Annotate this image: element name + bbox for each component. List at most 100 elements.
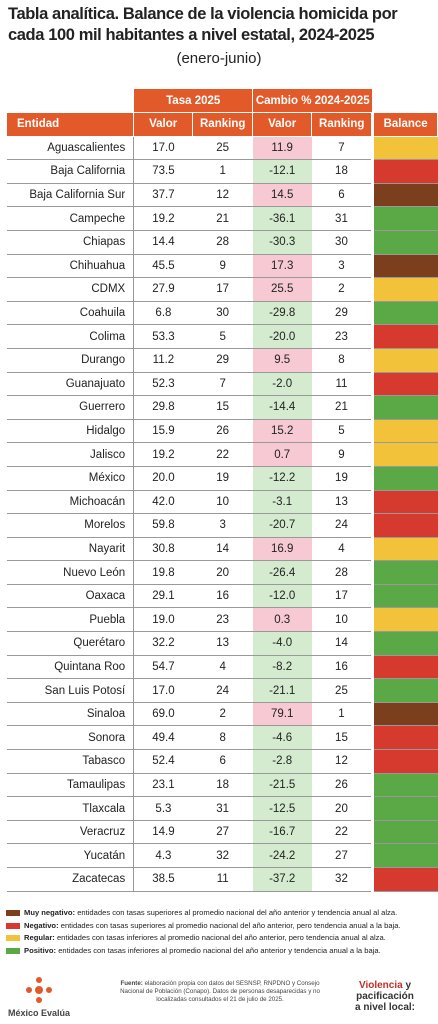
cell: 32 bbox=[311, 867, 373, 892]
cell: 27 bbox=[311, 843, 373, 868]
entity: Colima bbox=[6, 324, 135, 349]
balance-cell bbox=[371, 749, 438, 774]
cell: -14.4 bbox=[252, 395, 312, 420]
table-row: Guerrero 29.8 15 -14.4 21 bbox=[6, 395, 438, 420]
cell: -12.0 bbox=[252, 584, 312, 609]
cell: 9 bbox=[192, 254, 253, 279]
cell: -26.4 bbox=[252, 560, 312, 585]
balance-cell bbox=[371, 254, 438, 279]
table-row: Chiapas 14.4 28 -30.3 30 bbox=[6, 230, 438, 255]
legend-label: Negativo: bbox=[24, 920, 59, 930]
entity: Hidalgo bbox=[6, 419, 135, 444]
balance-cell bbox=[371, 395, 438, 420]
cell: 25 bbox=[192, 136, 253, 161]
cell: 45.5 bbox=[133, 254, 193, 279]
cell: 24 bbox=[192, 678, 253, 703]
cell: 30.8 bbox=[133, 537, 193, 562]
table-row: Guanajuato 52.3 7 -2.0 11 bbox=[6, 372, 438, 397]
cell: 30 bbox=[311, 230, 373, 255]
cell: 11.2 bbox=[133, 348, 193, 373]
cell: 7 bbox=[311, 136, 373, 161]
cell: 26 bbox=[192, 419, 253, 444]
cell: 2 bbox=[311, 277, 373, 302]
cell: 0.3 bbox=[252, 607, 312, 633]
balance-cell bbox=[371, 419, 438, 444]
balance-cell bbox=[371, 702, 438, 727]
cell: 7 bbox=[192, 372, 253, 397]
entity: Nayarit bbox=[6, 537, 135, 562]
cell: 20 bbox=[311, 796, 373, 821]
column-header: Entidad bbox=[5, 112, 135, 137]
cell: 29 bbox=[311, 301, 373, 326]
cell: 3 bbox=[311, 254, 373, 279]
cell: 19 bbox=[311, 466, 373, 491]
logo-word: Violencia bbox=[358, 980, 403, 991]
entity: CDMX bbox=[6, 277, 135, 302]
balance-cell bbox=[371, 466, 438, 491]
entity: Guerrero bbox=[6, 395, 135, 420]
cell: 1 bbox=[192, 159, 253, 184]
group-header: Tasa 2025 bbox=[133, 88, 254, 113]
source: Fuente: elaboración propia con datos del… bbox=[110, 980, 330, 1004]
table-row: Oaxaca 29.1 16 -12.0 17 bbox=[6, 584, 438, 609]
source-label: Fuente: bbox=[120, 980, 143, 987]
table-row: CDMX 27.9 17 25.5 2 bbox=[6, 277, 438, 302]
cell: 53.3 bbox=[133, 324, 193, 349]
table-row: Tabasco 52.4 6 -2.8 12 bbox=[6, 749, 438, 774]
cell: 14.4 bbox=[133, 230, 193, 255]
column-header: Valor bbox=[133, 112, 194, 137]
cell: 14 bbox=[311, 631, 373, 656]
cell: 21 bbox=[311, 395, 373, 420]
entity: Tamaulipas bbox=[6, 773, 135, 798]
table-row: Tamaulipas 23.1 18 -21.5 26 bbox=[6, 773, 438, 798]
cell: 28 bbox=[311, 560, 373, 585]
cell: -3.1 bbox=[252, 490, 312, 515]
cell: 17 bbox=[311, 584, 373, 609]
table-row: Puebla 19.0 23 0.3 10 bbox=[6, 607, 438, 633]
legend-item: Muy negativo: entidades con tasas superi… bbox=[6, 907, 401, 920]
entity: San Luis Potosí bbox=[6, 678, 135, 703]
table-row: Aguascalientes 17.0 25 11.9 7 bbox=[6, 136, 438, 161]
cell: 9.5 bbox=[252, 348, 312, 373]
cell: -21.1 bbox=[252, 678, 312, 703]
cell: 27.9 bbox=[133, 277, 193, 302]
table-row: Baja California 73.5 1 -12.1 18 bbox=[6, 159, 438, 184]
cell: 4 bbox=[192, 655, 253, 680]
cell: 32.2 bbox=[133, 631, 193, 656]
cell: 15 bbox=[311, 725, 373, 751]
cell: 32 bbox=[192, 843, 253, 868]
cell: -4.0 bbox=[252, 631, 312, 656]
balance-cell bbox=[371, 277, 438, 302]
table-row: Hidalgo 15.9 26 15.2 5 bbox=[6, 419, 438, 444]
entity: México bbox=[6, 466, 135, 491]
cell: 13 bbox=[311, 490, 373, 515]
table-row: Coahuila 6.8 30 -29.8 29 bbox=[6, 301, 438, 326]
legend: Muy negativo: entidades con tasas superi… bbox=[6, 907, 401, 958]
cell: 10 bbox=[311, 607, 373, 633]
table-row: Sonora 49.4 8 -4.6 15 bbox=[6, 725, 438, 751]
table-row: Chihuahua 45.5 9 17.3 3 bbox=[6, 254, 438, 279]
balance-cell bbox=[371, 136, 438, 161]
column-header: Balance bbox=[371, 112, 438, 137]
table-row: San Luis Potosí 17.0 24 -21.1 25 bbox=[6, 678, 438, 703]
entity: Sinaloa bbox=[6, 702, 135, 727]
cell: 30 bbox=[192, 301, 253, 326]
cell: 59.8 bbox=[133, 513, 193, 538]
legend-swatch bbox=[6, 922, 20, 929]
balance-cell bbox=[371, 678, 438, 703]
cell: 12 bbox=[311, 749, 373, 774]
cell: 23.1 bbox=[133, 773, 193, 798]
logo-right: Violencia y pacificación a nivel local: bbox=[336, 980, 434, 1013]
cell: 6 bbox=[311, 183, 373, 208]
balance-cell bbox=[371, 655, 438, 680]
entity: Guanajuato bbox=[6, 372, 135, 397]
cell: -29.8 bbox=[252, 301, 312, 326]
entity: Quintana Roo bbox=[6, 655, 135, 680]
cell: 38.5 bbox=[133, 867, 193, 892]
legend-item: Regular: entidades con tasas inferiores … bbox=[6, 932, 401, 945]
legend-label: Positivo: bbox=[24, 946, 57, 956]
table-row: Baja California Sur 37.7 12 14.5 6 bbox=[6, 183, 438, 208]
column-header: Ranking bbox=[311, 112, 374, 137]
cell: -12.2 bbox=[252, 466, 312, 491]
entity: Durango bbox=[6, 348, 135, 373]
